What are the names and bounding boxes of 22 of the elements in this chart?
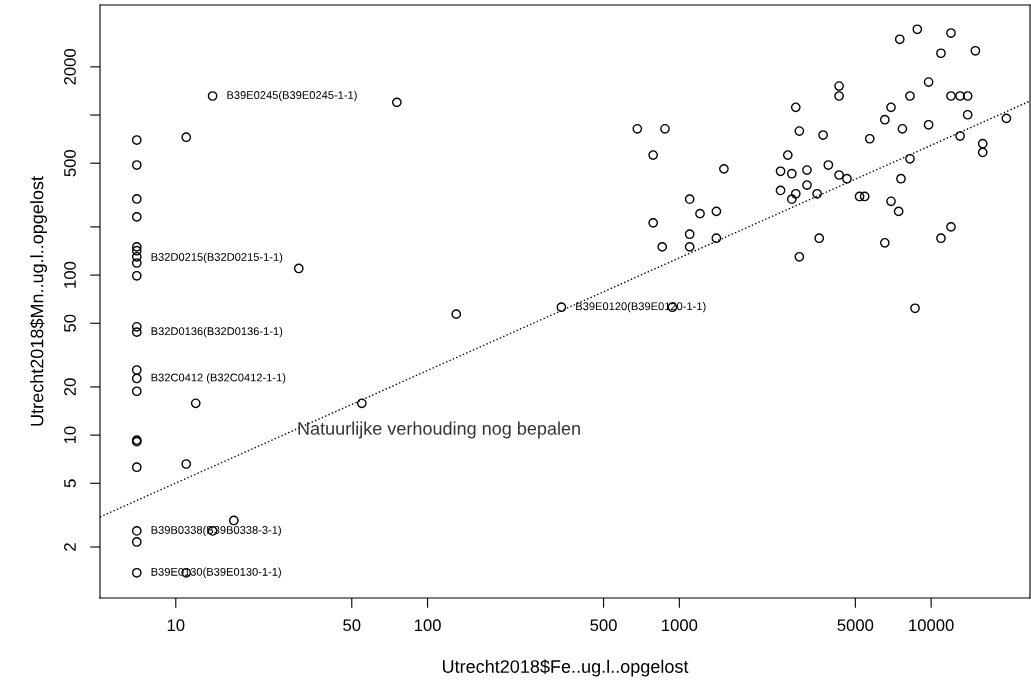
y-tick-label: 10	[64, 426, 76, 444]
y-tick-label: 50	[64, 314, 76, 332]
x-tick-label: 1000	[662, 619, 698, 632]
y-tick-label: 20	[64, 378, 76, 396]
x-tick-label: 50	[343, 619, 361, 632]
x-tick-label: 10	[167, 619, 185, 632]
annotation: Natuurlijke verhouding nog bepalen	[298, 421, 580, 439]
annotation: B32D0136(B32D0136-1-1)	[151, 326, 283, 338]
x-tick-label: 100	[414, 619, 441, 632]
y-tick-label: 2	[64, 543, 76, 551]
annotation: B32C0412 (B32C0412-1-1)	[151, 373, 286, 384]
y-tick-label: 100	[64, 261, 76, 288]
annotation: B32D0215(B32D0215-1-1)	[151, 252, 283, 264]
x-tick-label: 10000	[909, 619, 954, 632]
y-tick-label: 5	[64, 479, 76, 488]
y-tick-label: 2000	[64, 48, 76, 85]
x-tick-label: 500	[590, 619, 617, 632]
x-tick-label: 5000	[837, 619, 874, 632]
y-axis-title: Utrecht2018$Mn..ug.l..opgelost	[29, 176, 47, 426]
annotation: B39E0245(B39E0245-1-1)	[227, 90, 357, 102]
x-axis-title: Utrecht2018$Fe..ug.l..opgelost	[442, 659, 689, 677]
y-tick-label: 500	[64, 149, 76, 177]
